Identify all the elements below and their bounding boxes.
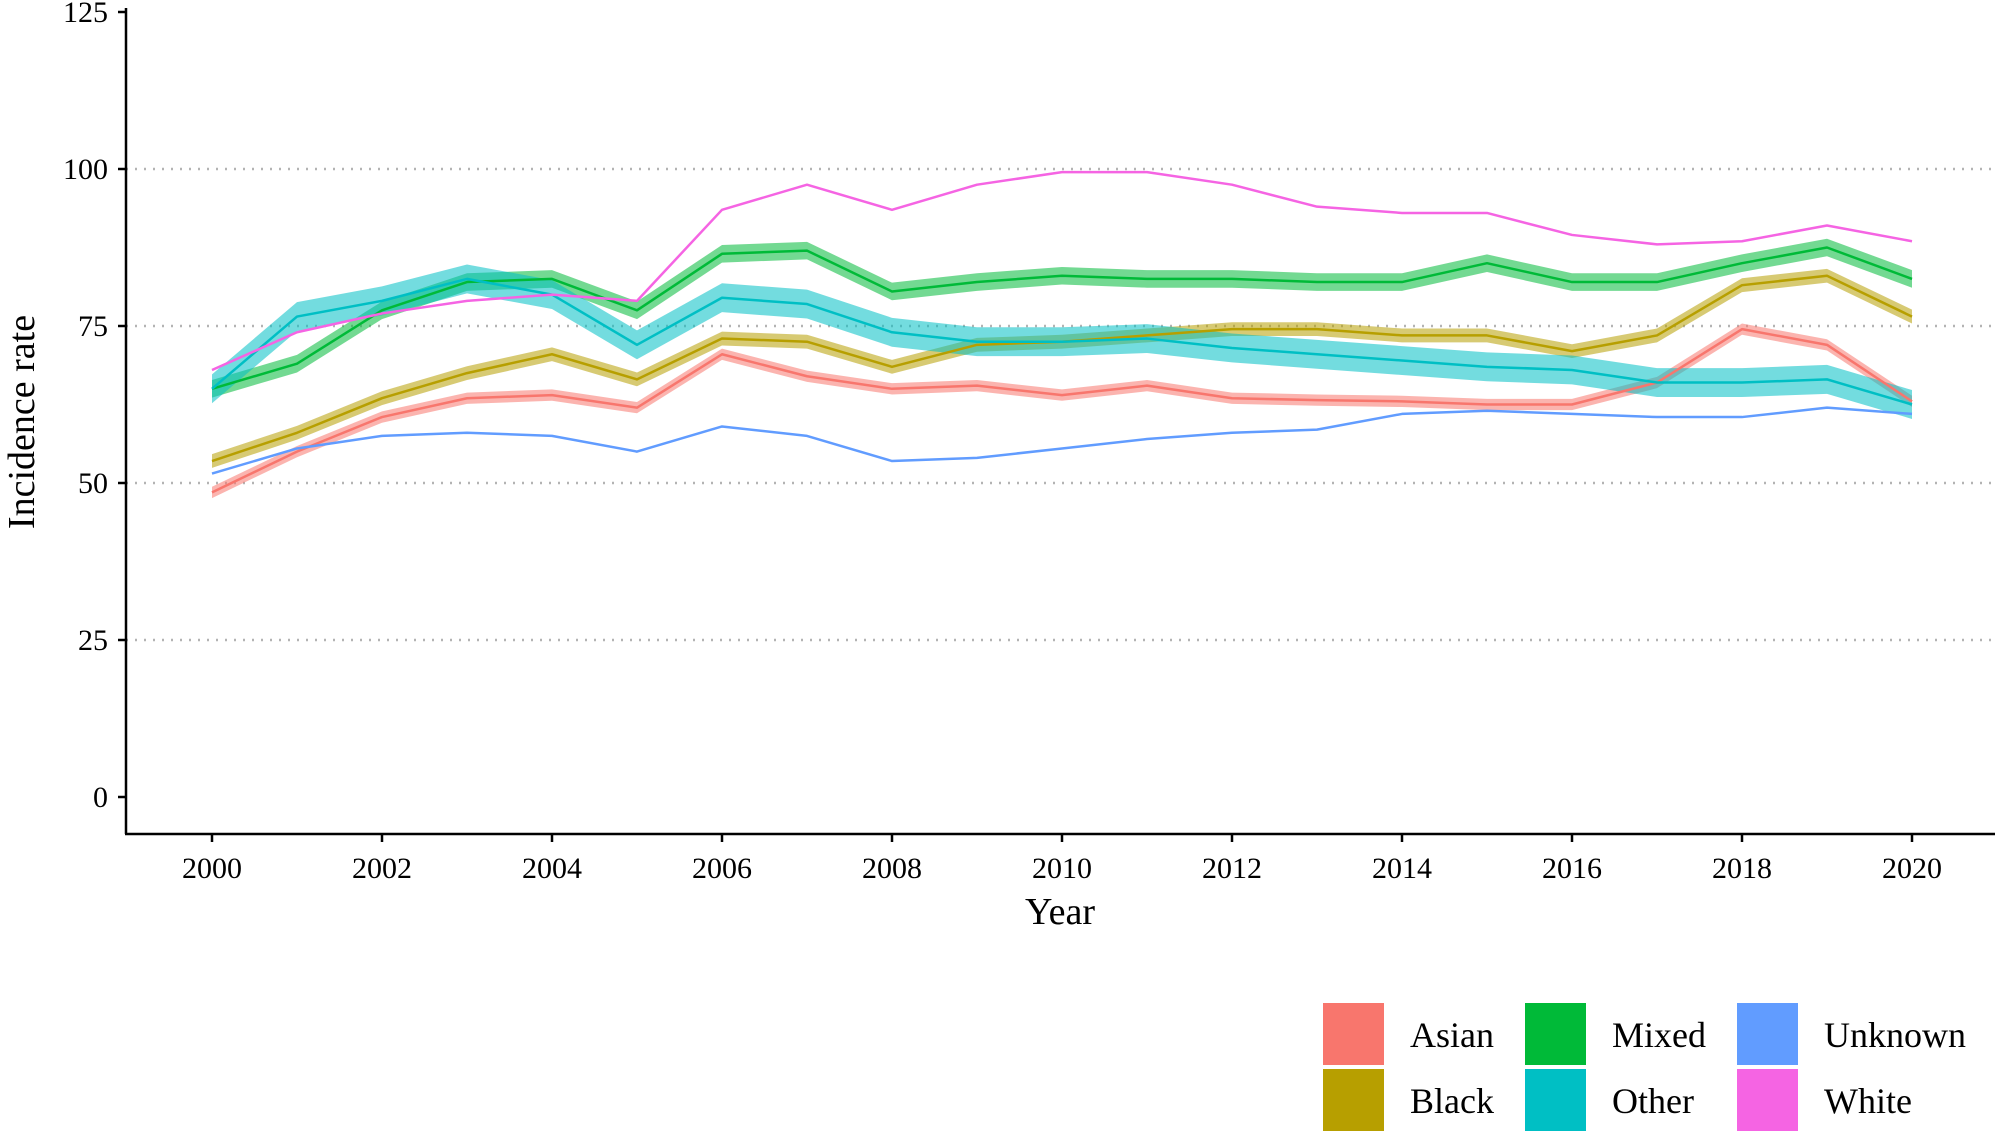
x-tick-label: 2002: [352, 852, 412, 885]
legend-item-other: Other: [1525, 1069, 1694, 1131]
gridlines: [126, 167, 1995, 642]
legend-label: White: [1824, 1081, 1912, 1121]
legend-label: Mixed: [1612, 1015, 1706, 1055]
legend-item-asian: Asian: [1323, 1003, 1494, 1065]
legend-label: Black: [1410, 1081, 1494, 1121]
y-tick-label: 75: [78, 310, 108, 343]
legend-swatch: [1737, 1003, 1798, 1065]
y-tick-label: 125: [63, 0, 108, 29]
y-tick-label: 50: [78, 467, 108, 500]
confidence-ribbons: [212, 238, 1912, 499]
legend-label: Other: [1612, 1081, 1694, 1121]
legend-item-black: Black: [1323, 1069, 1494, 1131]
axes: [124, 8, 1995, 836]
x-tick-label: 2016: [1542, 852, 1602, 885]
x-ticks: 2000 2002 2004 2006 2008 2010 2012 2014 2016 2018…: [182, 834, 1942, 885]
x-tick-label: 2010: [1032, 852, 1092, 885]
legend: Asian Black Mixed Other Unknown White: [1323, 1003, 1966, 1131]
x-axis-title: Year: [1025, 891, 1095, 933]
series-line-mixed: [211, 246, 1913, 390]
x-tick-label: 2012: [1202, 852, 1262, 885]
x-tick-label: 2000: [182, 852, 242, 885]
y-ticks: 0 25 50 75 100 125: [63, 0, 126, 814]
y-tick-label: 100: [63, 153, 108, 186]
x-tick-label: 2004: [522, 852, 582, 885]
legend-label: Asian: [1410, 1015, 1494, 1055]
legend-label: Unknown: [1824, 1015, 1966, 1055]
y-tick-label: 0: [93, 781, 108, 814]
legend-swatch: [1525, 1003, 1586, 1065]
x-tick-label: 2020: [1882, 852, 1942, 885]
legend-item-mixed: Mixed: [1525, 1003, 1706, 1065]
legend-item-white: White: [1737, 1069, 1912, 1131]
x-tick-label: 2018: [1712, 852, 1772, 885]
legend-swatch: [1323, 1003, 1384, 1065]
x-tick-label: 2006: [692, 852, 752, 885]
series-line-unknown: [211, 406, 1913, 475]
ribbon-black: [212, 268, 1912, 468]
series-lines: [211, 170, 1913, 494]
series-line-asian: [211, 327, 1913, 494]
series-line-other: [211, 277, 1913, 406]
legend-item-unknown: Unknown: [1737, 1003, 1966, 1065]
y-tick-label: 25: [78, 624, 108, 657]
x-tick-label: 2014: [1372, 852, 1432, 885]
y-axis-title: Incidence rate: [1, 315, 43, 529]
ribbon-mixed: [212, 238, 1912, 398]
series-line-white: [211, 170, 1913, 372]
legend-swatch: [1525, 1069, 1586, 1131]
legend-swatch: [1323, 1069, 1384, 1131]
x-tick-label: 2008: [862, 852, 922, 885]
legend-swatch: [1737, 1069, 1798, 1131]
